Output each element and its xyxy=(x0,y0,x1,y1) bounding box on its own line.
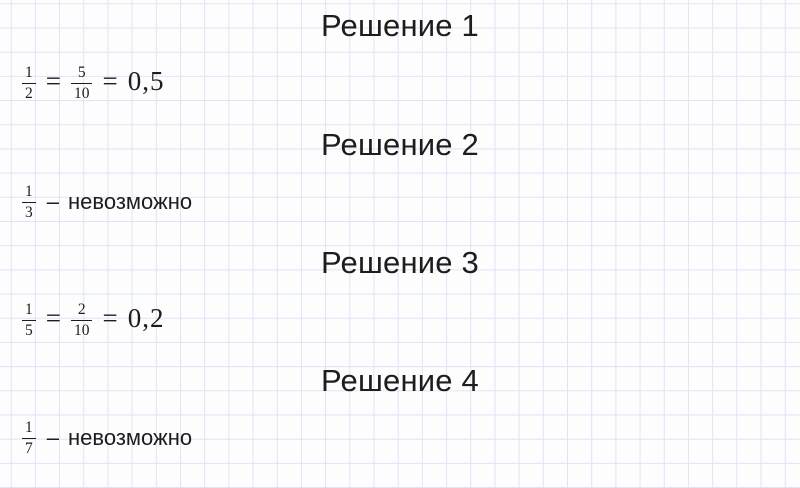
solution-section-4: Решение 4 1 7 – невозможно xyxy=(0,355,800,461)
equals-sign: = xyxy=(45,66,61,96)
solution-heading: Решение 1 xyxy=(321,8,479,43)
equation-row: 1 5 = 2 10 = 0,2 xyxy=(22,297,800,343)
impossible-label: невозможно xyxy=(68,425,193,450)
decimal-result: 0,2 xyxy=(127,303,165,333)
dash: – xyxy=(46,189,59,214)
equals-sign: = xyxy=(102,66,118,96)
fraction: 2 10 xyxy=(70,300,93,339)
fraction-denominator: 10 xyxy=(70,319,93,339)
solution-section-3: Решение 3 1 5 = 2 10 = 0,2 xyxy=(0,237,800,343)
equals-sign: = xyxy=(45,303,61,333)
fraction-numerator: 1 xyxy=(25,63,33,81)
fraction-numerator: 2 xyxy=(77,300,86,318)
impossible-label: невозможно xyxy=(68,189,193,214)
fraction: 1 2 xyxy=(22,63,36,102)
fraction: 1 7 xyxy=(22,418,36,457)
fraction-numerator: 1 xyxy=(25,300,33,318)
impossible-row: 1 7 – невозможно xyxy=(22,415,800,461)
fraction-denominator: 3 xyxy=(22,201,36,221)
solution-section-1: Решение 1 1 2 = 5 10 = 0,5 xyxy=(0,0,800,106)
fraction-denominator: 7 xyxy=(22,437,36,457)
fraction: 5 10 xyxy=(70,63,93,102)
fraction-denominator: 10 xyxy=(70,82,93,102)
solution-heading: Решение 3 xyxy=(321,245,479,280)
dash: – xyxy=(46,425,59,450)
decimal-result: 0,5 xyxy=(127,66,165,96)
fraction-numerator: 1 xyxy=(25,182,33,200)
equals-sign: = xyxy=(102,303,118,333)
fraction-denominator: 5 xyxy=(22,319,36,339)
fraction-numerator: 1 xyxy=(25,418,33,436)
fraction: 1 5 xyxy=(22,300,36,339)
fraction-denominator: 2 xyxy=(22,82,36,102)
equation-row: 1 2 = 5 10 = 0,5 xyxy=(22,60,800,106)
solution-heading: Решение 4 xyxy=(321,363,479,398)
impossible-row: 1 3 – невозможно xyxy=(22,179,800,225)
solution-section-2: Решение 2 1 3 – невозможно xyxy=(0,119,800,225)
solution-heading: Решение 2 xyxy=(321,127,479,162)
fraction-numerator: 5 xyxy=(77,63,86,81)
fraction: 1 3 xyxy=(22,182,36,221)
